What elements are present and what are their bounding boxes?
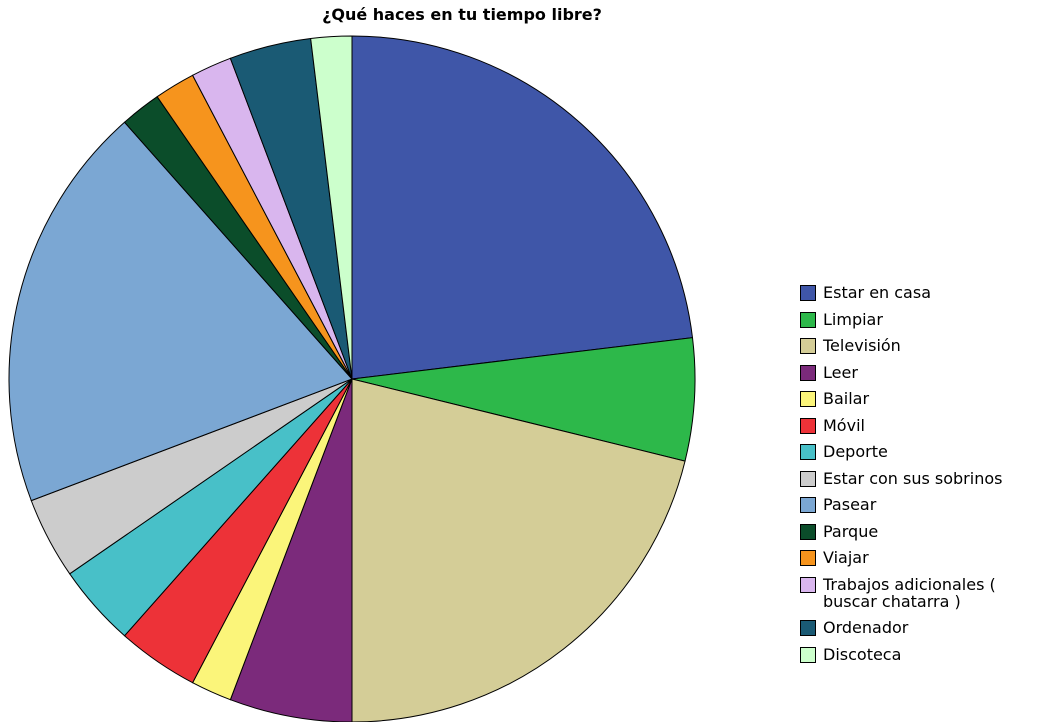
legend-item: Leer xyxy=(800,364,1040,381)
legend-label: Trabajos adicionales ( buscar chatarra ) xyxy=(823,574,996,611)
legend-swatch xyxy=(800,311,816,328)
legend-swatch xyxy=(800,391,816,407)
legend-swatch xyxy=(800,285,816,301)
pie-slice xyxy=(8,121,353,502)
pie-slice xyxy=(310,35,353,380)
legend-label: Pasear xyxy=(823,495,877,514)
legend-item: Pasear xyxy=(800,496,1040,513)
legend-label: Limpiar xyxy=(823,309,883,329)
legend-item: Ordenador xyxy=(800,619,1040,636)
legend-item: Estar en casa xyxy=(800,284,1040,301)
legend-swatch xyxy=(800,550,816,566)
legend-label: Discoteca xyxy=(823,644,902,664)
legend-item: Limpiar xyxy=(800,311,1040,328)
legend-label: Viajar xyxy=(823,548,869,567)
legend-item: Móvil xyxy=(800,417,1040,434)
legend-swatch xyxy=(800,417,816,434)
legend-label: Deporte xyxy=(823,442,888,461)
legend-swatch xyxy=(800,338,816,354)
legend-item: Trabajos adicionales ( buscar chatarra ) xyxy=(800,576,1040,610)
legend-label: Parque xyxy=(823,521,879,541)
legend-swatch xyxy=(800,497,816,513)
legend-label: Leer xyxy=(823,362,858,382)
legend-swatch xyxy=(800,364,816,381)
pie-slice xyxy=(351,35,694,380)
legend-label: Estar en casa xyxy=(823,283,931,302)
legend-item: Estar con sus sobrinos xyxy=(800,470,1040,487)
legend-swatch xyxy=(800,576,816,593)
legend-swatch xyxy=(800,646,816,663)
legend-swatch xyxy=(800,470,816,487)
chart-title: ¿Qué haces en tu tiempo libre? xyxy=(322,5,602,24)
legend-item: Deporte xyxy=(800,443,1040,460)
legend: Estar en casa Limpiar Televisión Leer Bailar… xyxy=(800,284,1040,672)
legend-label: Móvil xyxy=(823,415,865,435)
legend-swatch xyxy=(800,523,816,540)
legend-item: Parque xyxy=(800,523,1040,540)
legend-item: Discoteca xyxy=(800,646,1040,663)
legend-label: Ordenador xyxy=(823,618,909,637)
pie-slice xyxy=(351,378,686,722)
legend-label: Estar con sus sobrinos xyxy=(823,468,1003,488)
legend-swatch xyxy=(800,444,816,460)
legend-label: Televisión xyxy=(823,336,901,355)
legend-swatch xyxy=(800,620,816,636)
legend-item: Televisión xyxy=(800,337,1040,354)
legend-label: Bailar xyxy=(823,389,870,408)
pie-slice xyxy=(351,337,696,462)
legend-item: Bailar xyxy=(800,390,1040,407)
legend-item: Viajar xyxy=(800,549,1040,566)
